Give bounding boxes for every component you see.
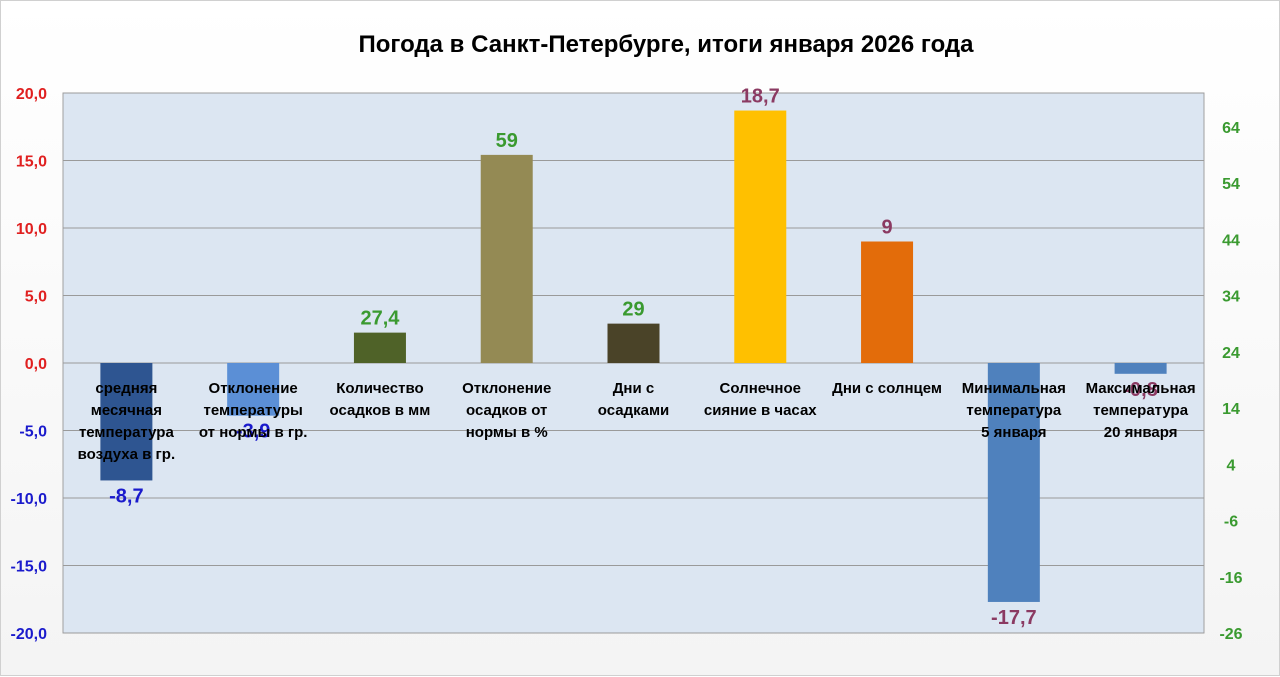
right-tick-label: -6 <box>1224 514 1238 531</box>
data-label: 18,7 <box>741 86 780 108</box>
right-tick-label: 4 <box>1227 457 1236 474</box>
category-label: Дни с солнцем <box>832 380 942 397</box>
data-label: -17,7 <box>991 607 1037 629</box>
left-tick-label: -10,0 <box>11 491 48 508</box>
category-label: Количество <box>336 380 423 397</box>
right-tick-label: 14 <box>1222 401 1240 418</box>
category-label: Минимальная <box>962 380 1066 397</box>
bar <box>734 110 787 363</box>
left-tick-label: -5,0 <box>19 424 47 441</box>
right-tick-label: -26 <box>1219 626 1242 643</box>
right-tick-label: 64 <box>1222 120 1240 137</box>
category-label: температура <box>79 424 175 441</box>
left-tick-label: 0,0 <box>25 356 47 373</box>
data-label: 59 <box>496 130 518 152</box>
category-label: сияние в часах <box>704 402 817 419</box>
category-label: Отклонение <box>462 380 551 397</box>
category-label: температура <box>1093 402 1189 419</box>
bar <box>987 363 1040 602</box>
left-tick-label: 15,0 <box>16 154 47 171</box>
category-label: осадков в мм <box>330 402 431 419</box>
left-tick-label: 20,0 <box>16 86 47 103</box>
data-label: 9 <box>881 217 892 239</box>
category-label: 5 января <box>981 424 1046 441</box>
category-label: осадков от <box>466 402 547 419</box>
bar <box>861 241 914 363</box>
left-tick-label: 10,0 <box>16 221 47 238</box>
right-tick-label: 54 <box>1222 176 1240 193</box>
category-label: средняя <box>95 380 157 397</box>
bar <box>100 363 153 481</box>
category-label: температура <box>966 402 1062 419</box>
category-label: Дни с <box>613 380 654 397</box>
category-label: осадками <box>598 402 670 419</box>
bar <box>607 323 660 363</box>
data-label: -3,9 <box>236 421 270 443</box>
category-label: Солнечное <box>720 380 801 397</box>
category-label: нормы в % <box>466 424 548 441</box>
data-label: -0,8 <box>1123 379 1157 401</box>
category-label: Отклонение <box>209 380 298 397</box>
left-tick-label: -20,0 <box>11 626 48 643</box>
bar <box>480 154 533 363</box>
right-tick-label: 34 <box>1222 289 1240 306</box>
data-label: 27,4 <box>360 308 400 330</box>
bar <box>227 363 280 416</box>
category-label: температуры <box>203 402 302 419</box>
right-tick-label: 44 <box>1222 232 1240 249</box>
data-label: 29 <box>622 299 644 321</box>
data-label: -8,7 <box>109 485 143 507</box>
category-label: месячная <box>91 402 162 419</box>
right-tick-label: 24 <box>1222 345 1240 362</box>
bar <box>1114 363 1167 374</box>
left-tick-label: -15,0 <box>11 559 48 576</box>
category-label: Максимальная <box>1086 380 1196 397</box>
category-label: воздуха в гр. <box>78 446 176 463</box>
right-tick-label: -16 <box>1219 570 1242 587</box>
category-label: 20 января <box>1104 424 1178 441</box>
bar <box>353 332 406 363</box>
category-label: от нормы в гр. <box>199 424 308 441</box>
chart-title: Погода в Санкт-Петербурге, итоги января … <box>358 31 974 58</box>
left-tick-label: 5,0 <box>25 289 47 306</box>
